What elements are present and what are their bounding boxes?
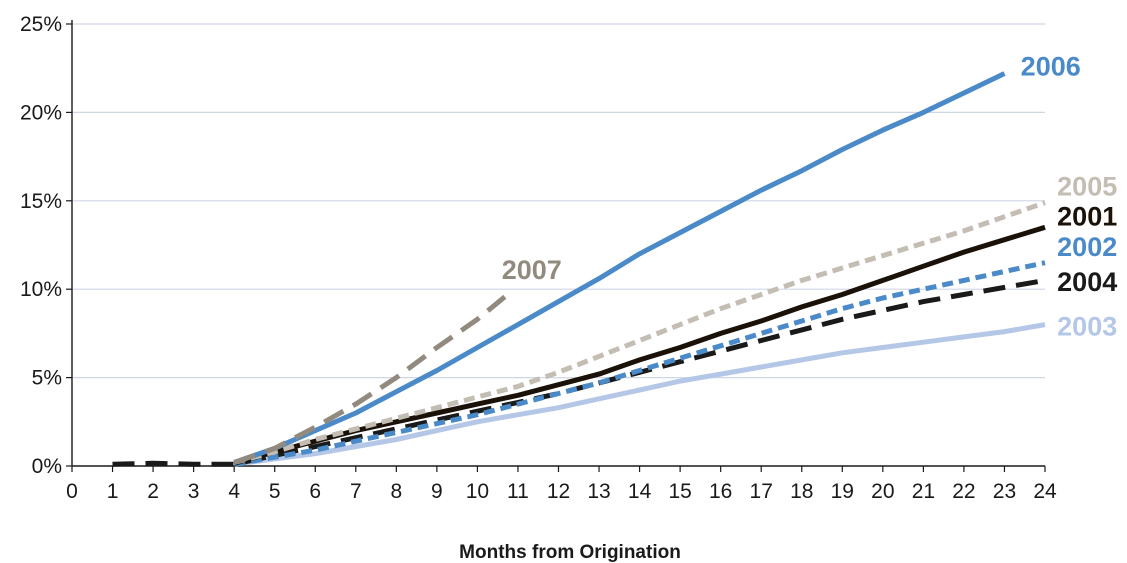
x-tick-label: 4 — [228, 480, 240, 503]
y-tick-label: 20% — [20, 101, 62, 124]
x-tick-label: 10 — [466, 480, 489, 503]
series-label-2005: 2005 — [1057, 172, 1117, 202]
series-line-2003 — [233, 322, 1046, 467]
x-tick-label: 5 — [269, 480, 281, 503]
series-lines — [112, 71, 1046, 467]
series-label-2004: 2004 — [1057, 267, 1117, 297]
y-tick-label: 10% — [20, 278, 62, 301]
series-line-2007 — [233, 290, 512, 465]
series-label-2003: 2003 — [1057, 311, 1117, 341]
x-tick-label: 15 — [668, 480, 691, 503]
x-tick-label: 1 — [107, 480, 119, 503]
series-line-2004 — [112, 277, 1046, 467]
x-axis-ticks: 0 1 2 3 4 5 6 7 8 9 10 11 12 13 14 15 16 17 18 19 20 21 22 23 24 — [66, 466, 1057, 503]
x-tick-label: 14 — [628, 480, 652, 503]
y-tick-label: 0% — [32, 455, 62, 478]
x-tick-label: 0 — [66, 480, 78, 503]
x-tick-label: 17 — [750, 480, 773, 503]
series-line-2006 — [233, 71, 1006, 465]
x-tick-label: 12 — [547, 480, 570, 503]
series-line-2002 — [233, 260, 1046, 467]
x-tick-label: 3 — [188, 480, 200, 503]
x-tick-label: 13 — [587, 480, 610, 503]
x-tick-label: 24 — [1033, 480, 1057, 503]
x-tick-label: 11 — [507, 480, 529, 503]
y-tick-label: 15% — [20, 190, 62, 213]
y-axis-ticks: 0% 5% 10% 15% 20% 25% — [20, 13, 72, 478]
x-tick-label: 20 — [871, 480, 894, 503]
series-label-2001: 2001 — [1057, 202, 1117, 232]
x-tick-label: 19 — [831, 480, 854, 503]
series-label-2007: 2007 — [502, 255, 562, 285]
x-tick-label: 18 — [790, 480, 813, 503]
y-tick-label: 25% — [20, 13, 62, 36]
x-tick-label: 21 — [912, 480, 935, 503]
x-tick-label: 8 — [390, 480, 402, 503]
y-tick-label: 5% — [32, 367, 62, 390]
series-label-2002: 2002 — [1057, 232, 1117, 262]
x-axis-title: Months from Origination — [459, 542, 681, 563]
x-tick-label: 22 — [952, 480, 975, 503]
series-line-2005 — [233, 200, 1046, 465]
x-tick-label: 2 — [147, 480, 159, 503]
x-tick-label: 6 — [309, 480, 321, 503]
gridlines — [72, 23, 1045, 379]
x-tick-label: 16 — [709, 480, 732, 503]
series-label-2006: 2006 — [1021, 51, 1081, 81]
axes — [71, 20, 1045, 467]
x-tick-label: 9 — [431, 480, 443, 503]
x-tick-label: 7 — [350, 480, 362, 503]
x-tick-label: 23 — [993, 480, 1016, 503]
